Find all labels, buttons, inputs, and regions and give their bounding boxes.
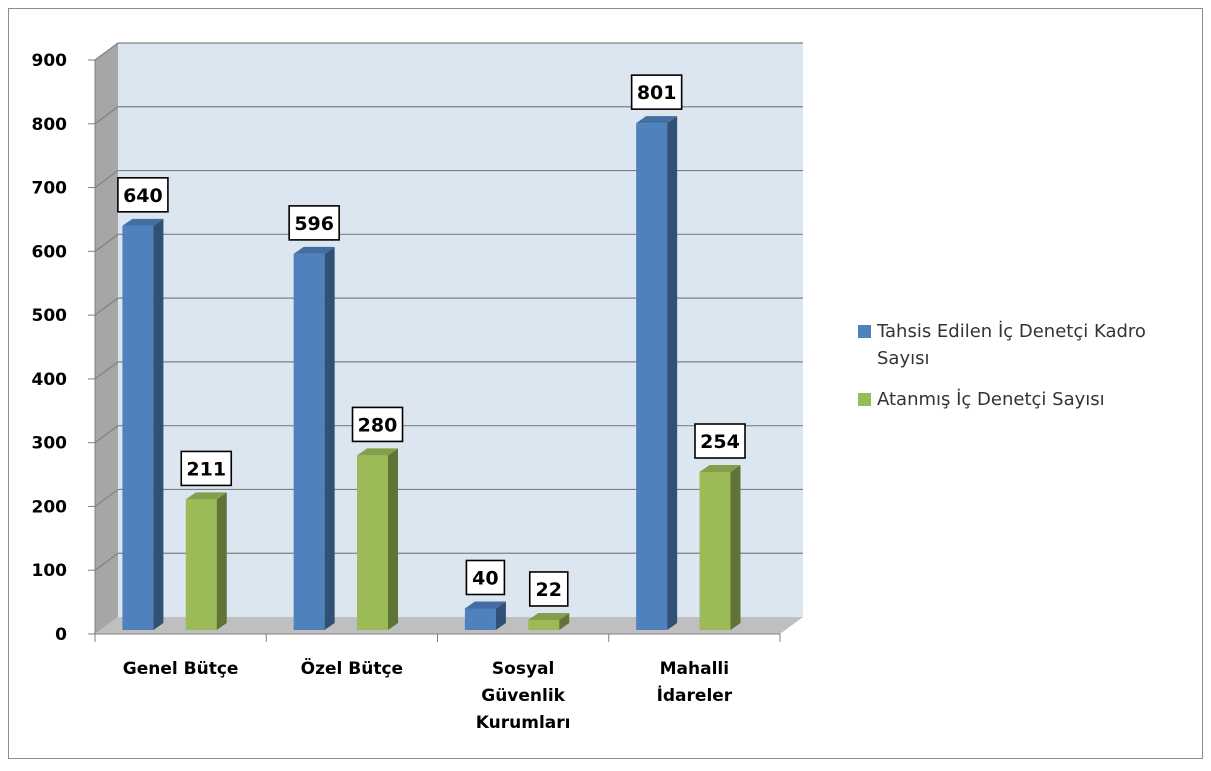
gridline-side bbox=[94, 552, 119, 571]
legend-label-series-1: Tahsis Edilen İç Denetçi Kadro Sayısı bbox=[877, 321, 1146, 369]
data-label: 40 bbox=[472, 567, 498, 589]
legend-swatch-series-1 bbox=[858, 325, 871, 338]
y-tick-label: 700 bbox=[32, 179, 68, 199]
bar-2 bbox=[528, 619, 560, 630]
bar-top-2 bbox=[357, 448, 399, 456]
bar-2 bbox=[699, 472, 731, 630]
legend: Tahsis Edilen İç Denetçi Kadro Sayısı At… bbox=[858, 318, 1203, 427]
bar-top-1 bbox=[122, 218, 164, 226]
bar-top-1 bbox=[293, 246, 335, 254]
side-wall bbox=[95, 43, 118, 634]
bar-top-2 bbox=[528, 612, 570, 620]
back-wall bbox=[118, 43, 803, 617]
gridline-side bbox=[94, 361, 119, 380]
data-label-box bbox=[117, 177, 169, 213]
gridline-side bbox=[94, 488, 119, 507]
gridline-side bbox=[94, 297, 119, 316]
data-label-box bbox=[630, 74, 683, 110]
bar-side-2 bbox=[730, 465, 741, 630]
data-label: 801 bbox=[637, 82, 677, 104]
data-label: 596 bbox=[294, 213, 334, 235]
data-labels: 640 596 40 801 211 280 22 254 bbox=[117, 74, 746, 607]
gridline-side bbox=[94, 106, 119, 125]
y-tick-label: 900 bbox=[32, 51, 68, 71]
data-label-box bbox=[465, 559, 506, 596]
data-label: 254 bbox=[700, 431, 740, 453]
data-label-box bbox=[694, 423, 746, 459]
bar-side-2 bbox=[559, 612, 570, 630]
bar-1 bbox=[122, 225, 154, 631]
chart-walls bbox=[95, 43, 803, 634]
y-axis: 0 100 200 300 400 500 600 700 800 900 bbox=[32, 51, 96, 645]
bar-top-1 bbox=[636, 116, 678, 124]
y-tick-label: 100 bbox=[32, 561, 68, 581]
grid-lines bbox=[94, 42, 803, 571]
data-label: 22 bbox=[536, 579, 562, 601]
data-label: 280 bbox=[358, 414, 398, 436]
bar-side-2 bbox=[216, 492, 227, 630]
bar-1 bbox=[464, 608, 496, 630]
bar-side-1 bbox=[153, 218, 164, 631]
bar-2 bbox=[185, 499, 217, 630]
y-tick-label: 300 bbox=[32, 434, 68, 454]
bar-1 bbox=[636, 123, 668, 630]
y-tick-label: 0 bbox=[55, 625, 67, 645]
floor bbox=[95, 617, 803, 634]
gridline-side bbox=[94, 233, 119, 252]
y-tick-label: 400 bbox=[32, 370, 68, 390]
x-tick-label: Sosyal Güvenlik Kurumları bbox=[476, 659, 571, 733]
bar-side-2 bbox=[388, 448, 399, 630]
bar-2 bbox=[357, 455, 389, 630]
bars bbox=[122, 116, 741, 631]
data-label-box bbox=[288, 205, 340, 241]
bar-side-1 bbox=[495, 601, 506, 630]
x-tick-label: Özel Bütçe bbox=[301, 657, 403, 679]
x-tick-label: Genel Bütçe bbox=[123, 659, 239, 679]
y-tick-label: 800 bbox=[32, 115, 68, 135]
gridline-side bbox=[94, 425, 119, 444]
bar-top-1 bbox=[464, 601, 506, 609]
legend-item-series-2: Atanmış İç Denetçi Sayısı bbox=[858, 386, 1203, 413]
bar-top-2 bbox=[185, 492, 227, 500]
bar-1 bbox=[293, 253, 325, 630]
data-label: 640 bbox=[123, 185, 163, 207]
data-label-box bbox=[528, 571, 569, 607]
x-tick-label: Mahalli İdareler bbox=[657, 659, 733, 706]
legend-label-series-2: Atanmış İç Denetçi Sayısı bbox=[877, 389, 1105, 410]
data-label-box bbox=[351, 406, 404, 443]
legend-swatch-series-2 bbox=[858, 393, 871, 406]
gridline-side bbox=[94, 42, 119, 61]
bar-side-1 bbox=[324, 246, 335, 630]
gridline-side bbox=[94, 170, 119, 189]
data-label-box bbox=[180, 450, 233, 487]
data-label: 211 bbox=[186, 458, 226, 480]
y-tick-label: 200 bbox=[32, 497, 68, 517]
y-tick-label: 600 bbox=[32, 242, 68, 262]
bar-side-1 bbox=[667, 116, 678, 630]
y-tick-label: 500 bbox=[32, 306, 68, 326]
x-axis: Genel Bütçe Özel Bütçe Sosyal Güvenlik Kurum… bbox=[94, 633, 781, 733]
legend-item-series-1: Tahsis Edilen İç Denetçi Kadro Sayısı bbox=[858, 318, 1203, 372]
bar-top-2 bbox=[699, 465, 741, 473]
